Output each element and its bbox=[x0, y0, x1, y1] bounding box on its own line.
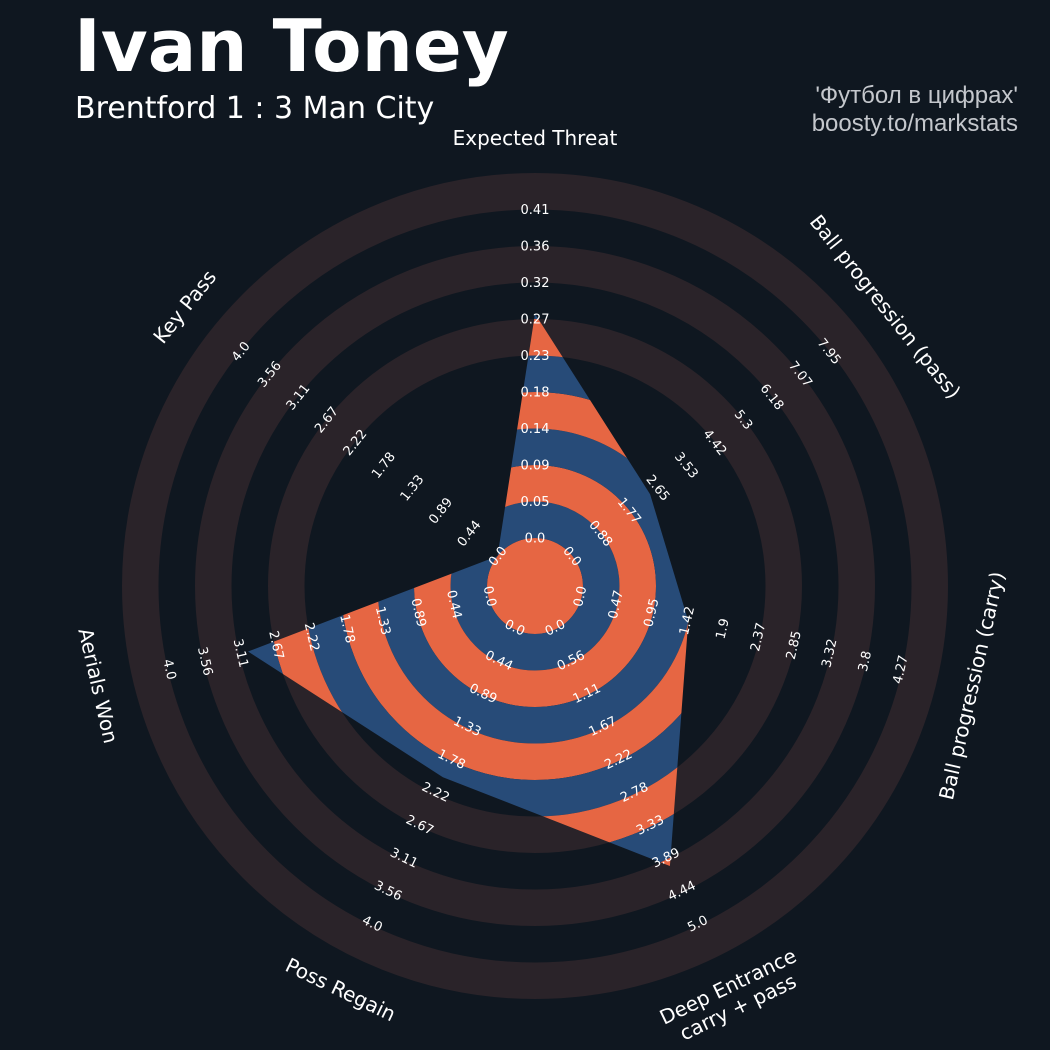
tick-label-aerials-won-6: 2.67 bbox=[265, 629, 286, 661]
tick-label-ball-progression-carry-5: 2.37 bbox=[748, 621, 769, 653]
tick-label-ball-progression-pass-4: 3.53 bbox=[671, 450, 701, 482]
tick-label-expected-threat-3: 0.14 bbox=[521, 422, 550, 437]
tick-label-aerials-won-2: 0.89 bbox=[407, 597, 428, 629]
tick-label-key-pass-1: 0.44 bbox=[455, 518, 485, 550]
tick-label-expected-threat-8: 0.36 bbox=[521, 240, 550, 255]
axis-label-line: Aerials Won bbox=[73, 626, 123, 746]
player-band-1 bbox=[450, 501, 620, 671]
tick-label-ball-progression-carry-6: 2.85 bbox=[784, 629, 805, 661]
axis-label-line: Expected Threat bbox=[453, 126, 618, 150]
background-band-3 bbox=[122, 173, 948, 999]
tick-label-ball-progression-carry-7: 3.32 bbox=[819, 638, 840, 670]
tick-label-aerials-won-9: 4.0 bbox=[159, 658, 178, 682]
tick-label-key-pass-3: 1.33 bbox=[398, 472, 428, 504]
credit-url: boosty.to/markstats bbox=[811, 110, 1018, 137]
tick-label-ball-progression-carry-8: 3.8 bbox=[856, 650, 875, 674]
tick-label-expected-threat-5: 0.23 bbox=[521, 349, 550, 364]
tick-label-expected-threat-4: 0.18 bbox=[521, 386, 550, 401]
tick-label-aerials-won-0: 0.0 bbox=[480, 585, 499, 609]
tick-label-expected-threat-6: 0.27 bbox=[521, 313, 550, 328]
tick-label-expected-threat-7: 0.32 bbox=[521, 276, 550, 291]
tick-label-key-pass-2: 0.89 bbox=[426, 495, 456, 527]
tick-label-aerials-won-1: 0.44 bbox=[443, 589, 464, 621]
credit-channel-name: 'Футбол в цифрах' bbox=[815, 82, 1018, 109]
background-band-2 bbox=[195, 246, 875, 926]
tick-label-expected-threat-2: 0.09 bbox=[521, 459, 550, 474]
tick-label-ball-progression-carry-9: 4.27 bbox=[891, 654, 912, 686]
tick-label-ball-progression-carry-0: 0.0 bbox=[571, 585, 590, 609]
match-subtitle: Brentford 1 : 3 Man City bbox=[75, 91, 435, 126]
tick-label-expected-threat-9: 0.41 bbox=[521, 203, 550, 218]
tick-label-ball-progression-carry-2: 0.95 bbox=[641, 597, 662, 629]
tick-label-aerials-won-8: 3.56 bbox=[194, 646, 215, 678]
tick-label-ball-progression-carry-1: 0.47 bbox=[606, 589, 627, 621]
tick-label-aerials-won-3: 1.33 bbox=[372, 605, 393, 637]
tick-label-expected-threat-1: 0.05 bbox=[521, 495, 550, 510]
axis-label-aerials-won: Aerials Won bbox=[73, 626, 123, 746]
tick-label-aerials-won-5: 2.22 bbox=[301, 621, 322, 653]
player-core bbox=[487, 538, 583, 634]
player-band-2 bbox=[414, 465, 656, 707]
tick-label-aerials-won-7: 3.11 bbox=[230, 638, 251, 670]
player-title: Ivan Toney bbox=[74, 4, 509, 88]
tick-label-aerials-won-4: 1.78 bbox=[336, 613, 357, 645]
tick-label-ball-progression-carry-4: 1.9 bbox=[714, 617, 733, 641]
tick-label-ball-progression-carry-3: 1.42 bbox=[677, 605, 698, 637]
tick-label-expected-threat-0: 0.0 bbox=[525, 532, 546, 547]
axis-label-expected-threat: Expected Threat bbox=[453, 126, 618, 150]
tick-label-key-pass-4: 1.78 bbox=[369, 450, 399, 482]
